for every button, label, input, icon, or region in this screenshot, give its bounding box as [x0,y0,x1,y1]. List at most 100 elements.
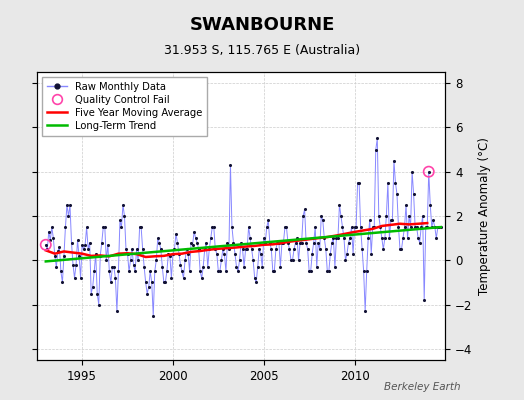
Point [337,213,345,219]
Point [293,235,301,241]
Point [78,242,86,248]
Text: 31.953 S, 115.765 E (Australia): 31.953 S, 115.765 E (Australia) [164,44,360,57]
Point [349,250,357,257]
Point [254,264,262,270]
Point [99,224,107,230]
Point [58,279,67,286]
Point [41,242,50,248]
Point [271,246,280,252]
Point [378,235,386,241]
Point [108,264,116,270]
Point [208,224,216,230]
Point [328,239,336,246]
Point [329,235,337,241]
Point [210,224,218,230]
Point [121,213,129,219]
Point [355,180,363,186]
Point [303,246,312,252]
Point [228,224,236,230]
Point [432,235,441,241]
Point [255,246,264,252]
Point [190,228,198,235]
Point [125,268,133,274]
Point [131,268,139,274]
Point [199,264,208,270]
Point [205,246,213,252]
Point [405,213,413,219]
Point [211,246,220,252]
Point [343,250,351,257]
Point [416,239,424,246]
Point [282,224,291,230]
Point [341,257,350,264]
Point [189,242,197,248]
Point [85,239,94,246]
Point [216,268,224,274]
Point [162,268,171,274]
Point [294,257,303,264]
Point [278,239,286,246]
Point [107,279,115,286]
Point [393,191,401,197]
Point [150,268,159,274]
Point [220,250,228,257]
Point [320,235,329,241]
Point [273,239,281,246]
Point [376,224,385,230]
Y-axis label: Temperature Anomaly (°C): Temperature Anomaly (°C) [478,137,491,295]
Point [158,264,167,270]
Point [161,279,170,286]
Point [137,224,145,230]
Point [290,246,298,252]
Point [334,235,342,241]
Point [140,264,148,270]
Point [244,224,253,230]
Point [55,244,63,250]
Point [223,239,232,246]
Point [57,268,65,274]
Point [314,239,322,246]
Point [206,235,215,241]
Point [178,268,186,274]
Point [157,246,165,252]
Point [424,168,433,175]
Point [310,239,318,246]
Point [375,213,383,219]
Point [166,253,174,259]
Point [51,253,59,259]
Point [311,224,320,230]
Point [72,262,80,268]
Point [326,250,334,257]
Point [123,250,132,257]
Point [66,202,74,208]
Point [266,239,274,246]
Point [160,279,168,286]
Point [353,180,362,186]
Point [214,268,223,274]
Point [138,246,147,252]
Point [110,264,118,270]
Point [431,224,439,230]
Point [385,235,394,241]
Point [126,257,135,264]
Point [182,246,191,252]
Point [400,224,409,230]
Point [259,235,268,241]
Point [187,239,195,246]
Point [75,253,83,259]
Point [49,235,58,241]
Point [84,246,92,252]
Point [435,224,443,230]
Point [63,202,71,208]
Point [213,250,221,257]
Point [436,224,445,230]
Point [135,224,144,230]
Point [92,250,100,257]
Point [394,224,402,230]
Point [364,235,373,241]
Point [87,290,95,297]
Point [372,146,380,153]
Point [421,224,430,230]
Point [219,246,227,252]
Point [411,224,419,230]
